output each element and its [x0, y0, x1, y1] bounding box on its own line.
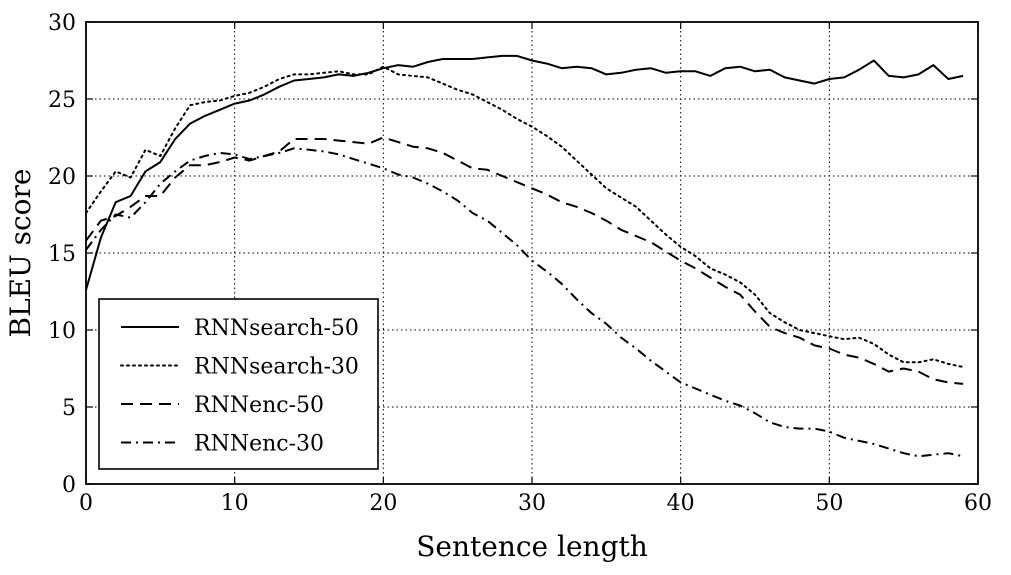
tick-labels: 0 10 20 30 40 50 60 0 5 10 15 20 25 30: [48, 11, 992, 516]
series-line-rnnsearch-30: [85, 65, 965, 368]
x-axis-title: Sentence length: [416, 530, 648, 563]
x-tick-label: 0: [79, 491, 93, 516]
series-line-rnnsearch-50: [85, 54, 964, 291]
y-tick-label: 25: [48, 88, 76, 113]
x-tick-label: 60: [964, 491, 992, 516]
y-tick-label: 15: [48, 242, 76, 267]
legend: RNNsearch-50 RNNsearch-30 RNNenc-50 RNNenc-…: [98, 298, 379, 470]
y-tick-label: 10: [48, 319, 76, 344]
legend-label-rnnsearch-50: RNNsearch-50: [194, 316, 359, 341]
series-line-rnnenc-50: [85, 136, 964, 385]
series-line-rnnenc-30: [85, 147, 964, 458]
series-lines: [85, 54, 965, 458]
y-axis-title: BLEU score: [4, 169, 37, 338]
legend-label-rnnsearch-30: RNNsearch-30: [194, 355, 359, 380]
legend-label-rnnenc-30: RNNenc-30: [194, 432, 324, 457]
x-tick-label: 20: [369, 491, 397, 516]
axis-ticks: [85, 21, 979, 485]
y-tick-label: 0: [62, 473, 76, 498]
y-tick-label: 20: [48, 165, 76, 190]
y-tick-label: 30: [48, 11, 76, 36]
legend-label-rnnenc-50: RNNenc-50: [194, 393, 324, 418]
y-tick-label: 5: [62, 396, 76, 421]
x-tick-label: 30: [518, 491, 546, 516]
x-tick-label: 50: [815, 491, 843, 516]
x-tick-label: 10: [221, 491, 249, 516]
x-tick-label: 40: [667, 491, 695, 516]
